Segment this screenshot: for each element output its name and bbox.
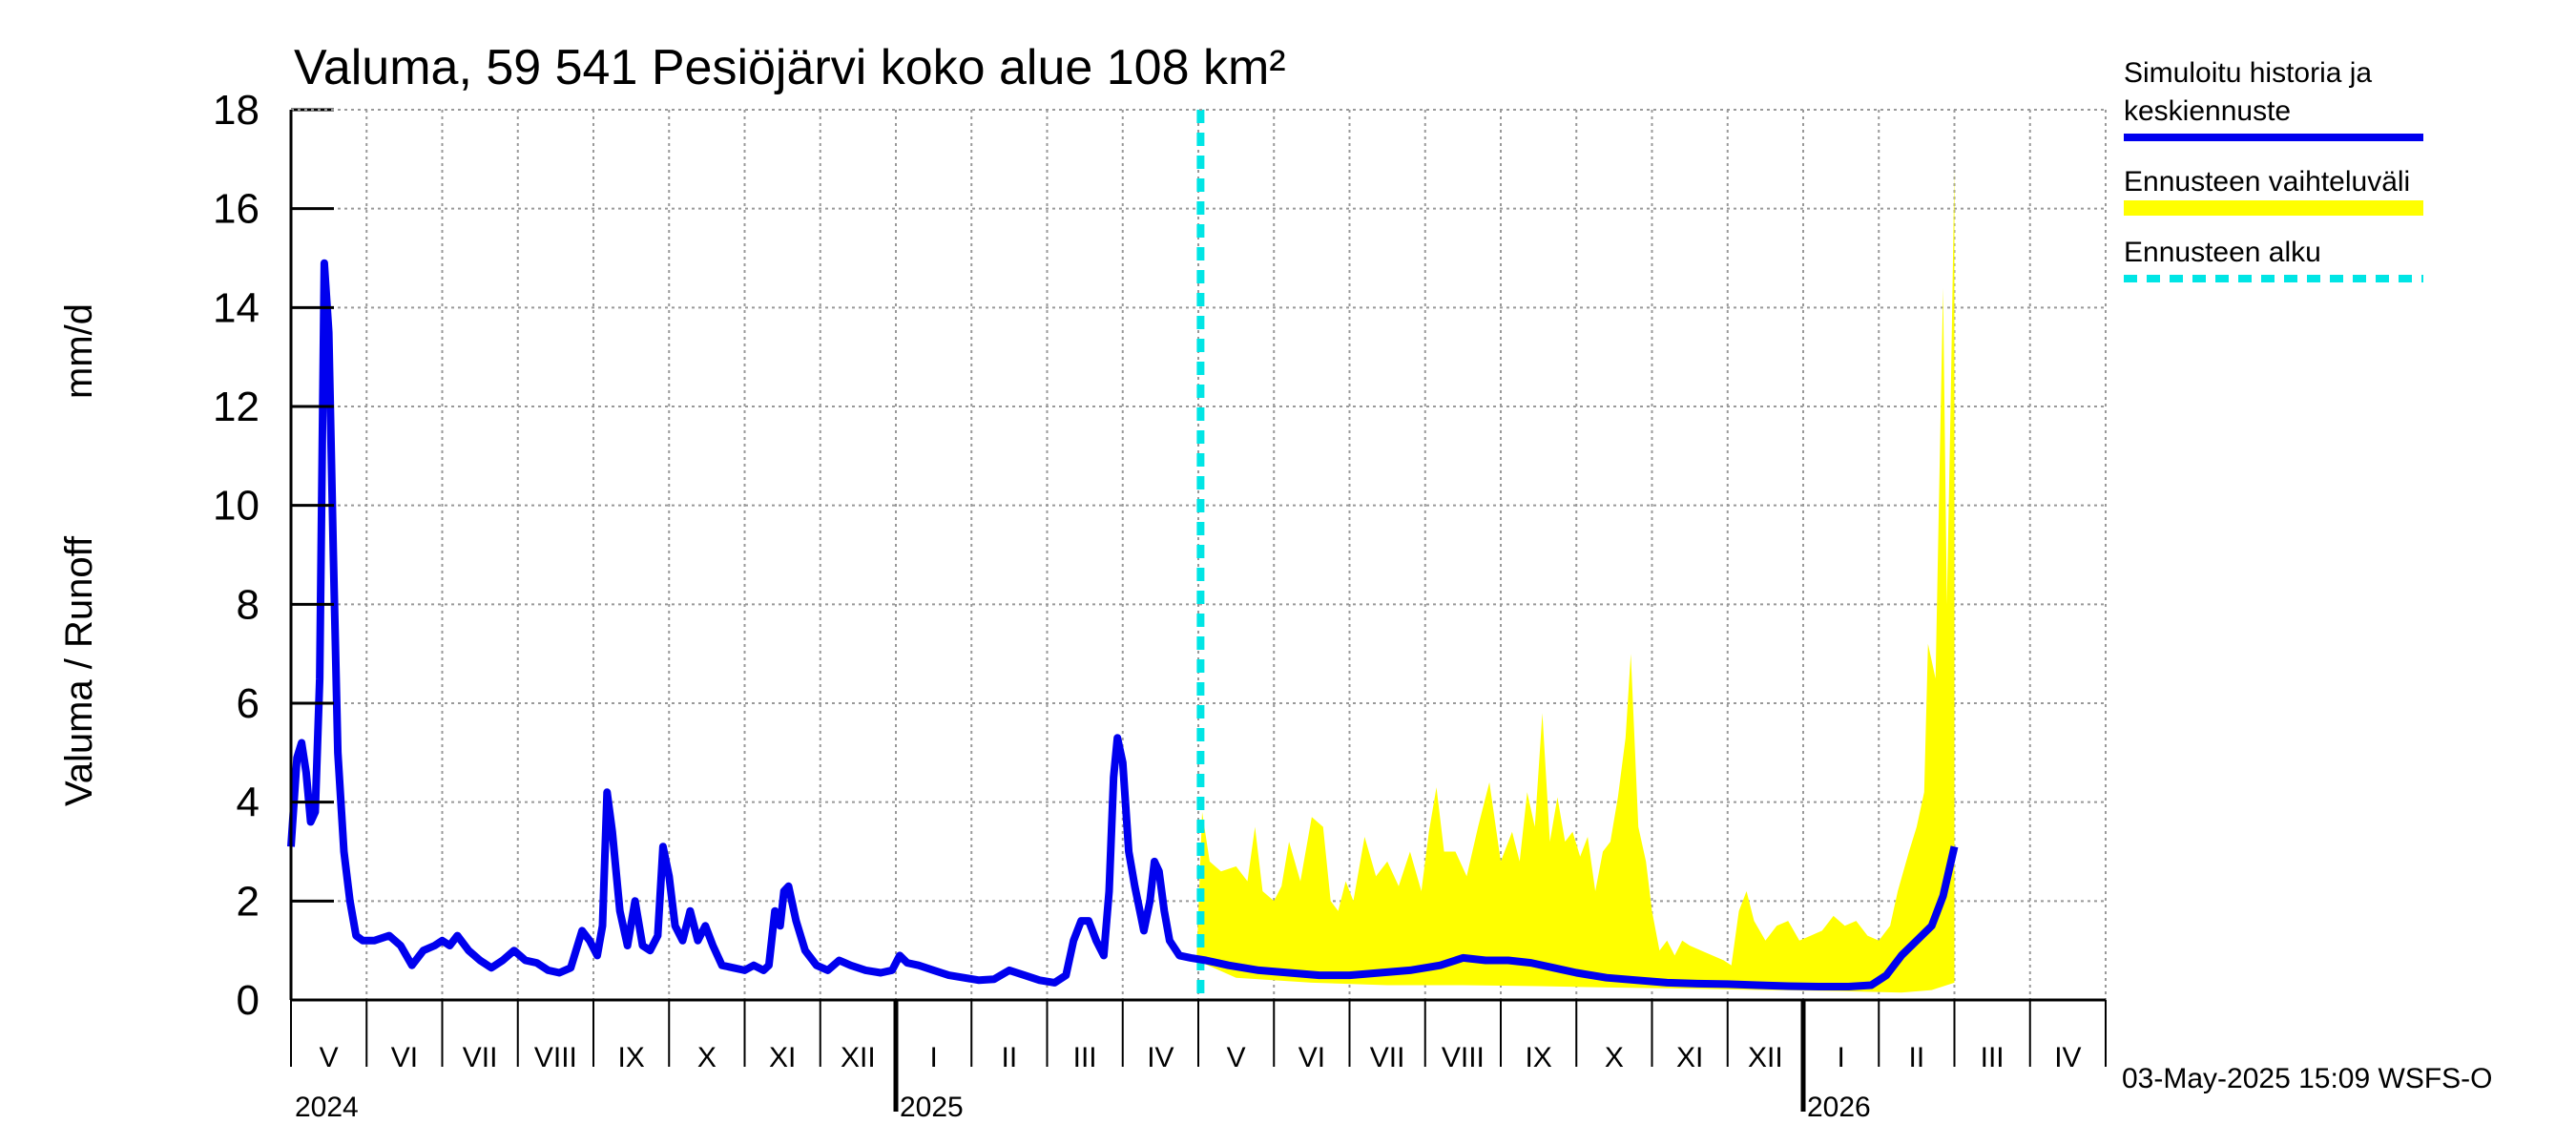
x-year-label: 2024	[295, 1092, 359, 1123]
legend-history-label-2: keskiennuste	[2124, 95, 2291, 127]
x-month-label: XII	[1748, 1042, 1783, 1073]
legend: Simuloitu historia ja keskiennuste Ennus…	[2124, 57, 2423, 282]
x-month-label: II	[1909, 1042, 1925, 1073]
legend-range-label: Ennusteen vaihteluväli	[2124, 166, 2410, 198]
forecast-range-fill	[1196, 169, 1955, 993]
x-month-label: XII	[841, 1042, 876, 1073]
legend-history-label-1: Simuloitu historia ja	[2124, 57, 2372, 89]
y-tick-label: 12	[213, 384, 260, 430]
forecast-range-area	[1196, 169, 1955, 993]
x-month-label: VI	[391, 1042, 418, 1073]
x-month-label: V	[320, 1042, 339, 1073]
y-tick-label: 8	[237, 581, 260, 628]
axes	[289, 108, 2107, 1112]
x-month-label: VI	[1298, 1042, 1325, 1073]
y-tick-label: 2	[237, 878, 260, 925]
y-tick-label: 14	[213, 284, 260, 331]
y-tick-label: 6	[237, 680, 260, 727]
x-month-label: VII	[1370, 1042, 1405, 1073]
y-tick-label: 10	[213, 483, 260, 530]
x-month-label: IX	[1525, 1042, 1551, 1073]
x-month-label: I	[929, 1042, 937, 1073]
y-axis-label: Valuma / Runoff	[58, 535, 100, 806]
x-month-label: III	[1981, 1042, 2005, 1073]
y-tick-label: 4	[237, 780, 260, 826]
runoff-line	[287, 259, 1959, 990]
y-tick-label: 18	[213, 87, 260, 134]
x-month-label: VIII	[534, 1042, 577, 1073]
chart-title: Valuma, 59 541 Pesiöjärvi koko alue 108 …	[294, 40, 1286, 95]
x-year-label: 2025	[900, 1092, 964, 1123]
x-month-label: X	[1605, 1042, 1624, 1073]
x-month-label: VIII	[1442, 1042, 1485, 1073]
x-month-label: III	[1073, 1042, 1097, 1073]
legend-start-label: Ennusteen alku	[2124, 237, 2321, 268]
x-month-label: VII	[463, 1042, 498, 1073]
x-month-label: V	[1227, 1042, 1246, 1073]
y-axis-unit: mm/d	[58, 303, 100, 399]
y-tick-label: 0	[237, 977, 260, 1024]
x-year-label: 2026	[1807, 1092, 1871, 1123]
runoff-series	[287, 110, 1959, 1000]
x-month-label: IV	[2054, 1042, 2081, 1073]
x-month-label: XI	[769, 1042, 796, 1073]
x-month-label: X	[697, 1042, 717, 1073]
y-tick-labels: 0 2 4 6 8 10 12 14 16 18	[213, 87, 260, 1024]
y-tick-label: 16	[213, 186, 260, 233]
x-month-label: XI	[1676, 1042, 1703, 1073]
x-month-label: IV	[1147, 1042, 1174, 1073]
timestamp: 03-May-2025 15:09 WSFS-O	[2122, 1063, 2493, 1094]
x-month-label: IX	[617, 1042, 644, 1073]
x-month-label: II	[1002, 1042, 1018, 1073]
x-month-label: I	[1837, 1042, 1844, 1073]
x-tick-labels: V VI VII VIII IX X XI XII I II III IV V VI VII VIII IX X X…	[295, 1042, 2082, 1123]
